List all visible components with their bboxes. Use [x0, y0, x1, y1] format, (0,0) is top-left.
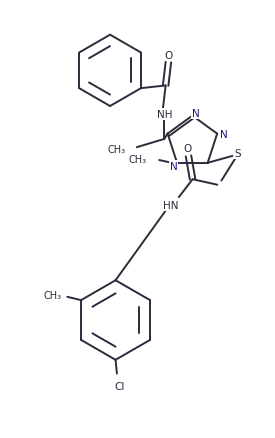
- Text: N: N: [192, 109, 200, 119]
- Text: O: O: [183, 144, 191, 154]
- Text: N: N: [220, 129, 228, 139]
- Text: CH₃: CH₃: [108, 144, 126, 154]
- Text: S: S: [235, 149, 241, 159]
- Text: HN: HN: [163, 201, 178, 211]
- Text: CH₃: CH₃: [43, 290, 61, 300]
- Text: O: O: [164, 51, 172, 61]
- Text: CH₃: CH₃: [129, 154, 147, 164]
- Text: NH: NH: [156, 110, 172, 120]
- Text: N: N: [170, 161, 178, 171]
- Text: Cl: Cl: [114, 381, 125, 391]
